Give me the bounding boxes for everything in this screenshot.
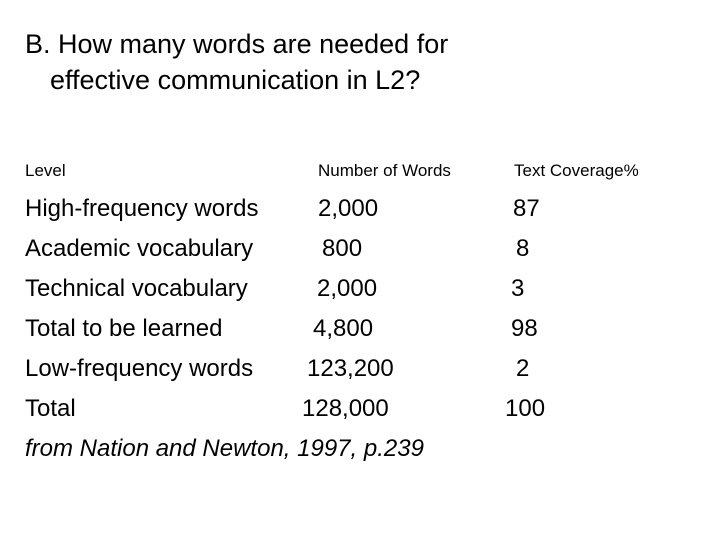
row-coverage: 87 xyxy=(513,195,540,222)
row-level: High-frequency words xyxy=(25,195,259,222)
row-number: 123,200 xyxy=(307,355,394,382)
header-number-of-words: Number of Words xyxy=(318,161,451,180)
table-row: Technical vocabulary 2,000 3 xyxy=(0,274,720,314)
table-row: Academic vocabulary 800 8 xyxy=(0,234,720,274)
row-number: 4,800 xyxy=(313,315,374,342)
slide-title-line-1: B. How many words are needed for xyxy=(25,29,449,59)
row-coverage: 2 xyxy=(516,355,530,382)
row-number: 2,000 xyxy=(317,275,378,302)
slide-title: B. How many words are needed for effecti… xyxy=(25,26,448,98)
row-number: 128,000 xyxy=(302,395,389,422)
row-number: 800 xyxy=(322,235,363,262)
row-level: Total xyxy=(25,395,76,422)
row-level: Academic vocabulary xyxy=(25,235,254,262)
header-level: Level xyxy=(25,161,66,180)
row-level: Total to be learned xyxy=(25,315,223,342)
row-number: 2,000 xyxy=(318,195,379,222)
table-row: Total 128,000 100 xyxy=(0,394,720,434)
header-text-coverage: Text Coverage% xyxy=(514,161,639,180)
row-coverage: 3 xyxy=(511,275,525,302)
row-coverage: 100 xyxy=(505,395,546,422)
table-row: Low-frequency words 123,200 2 xyxy=(0,354,720,394)
slide-title-line-2: effective communication in L2? xyxy=(50,65,421,95)
table-row: High-frequency words 2,000 87 xyxy=(0,194,720,234)
row-level: Technical vocabulary xyxy=(25,275,248,302)
row-level: Low-frequency words xyxy=(25,355,254,382)
table-row: Total to be learned 4,800 98 xyxy=(0,314,720,354)
row-coverage: 98 xyxy=(511,315,538,342)
source-citation: from Nation and Newton, 1997, p.239 xyxy=(25,435,424,462)
row-coverage: 8 xyxy=(516,235,530,262)
